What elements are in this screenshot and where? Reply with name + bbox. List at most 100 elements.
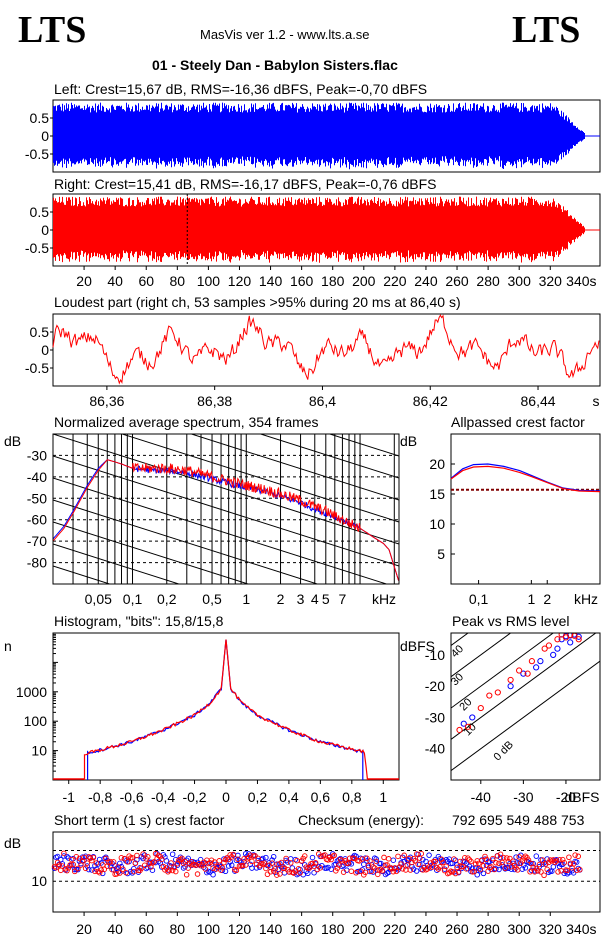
peak-rms-ytick-label: -30 (425, 709, 445, 725)
short-term-right-point (255, 855, 261, 862)
short-term-right-point (398, 861, 404, 867)
short-term-right-point (462, 855, 468, 861)
time-tick-label: 280 (476, 273, 500, 289)
short-term-right-point (536, 861, 543, 868)
allpassed-xtick-label: 0,1 (469, 591, 489, 607)
short-term-left-point (329, 851, 336, 857)
short-term-left-point (530, 860, 536, 867)
short-term-right-point (90, 854, 97, 861)
histogram-xtick-label: -0,2 (182, 789, 206, 805)
spectrum-ytick-label: -60 (27, 512, 47, 528)
short-term-xtick-label: 160 (290, 921, 314, 937)
short-term-right-point (336, 862, 342, 868)
spectrum-slope-line (53, 720, 399, 830)
time-tick-label: 140 (259, 273, 283, 289)
short-term-frame (52, 831, 601, 913)
peak-rms-left-point (533, 664, 540, 671)
short-term-right-point (468, 858, 474, 865)
short-term-left-point (533, 853, 540, 859)
short-term-right-point (101, 866, 108, 873)
peak-rms-title: Peak vs RMS level (452, 613, 570, 629)
peak-rms-crest-label: 0 dB (491, 739, 515, 763)
short-term-right-point (371, 865, 378, 871)
short-term-right-point (168, 860, 174, 866)
time-tick-label: 60 (138, 273, 154, 289)
short-term-right-point (577, 866, 583, 873)
spectrum-slope-line (53, 654, 399, 764)
spectrum-xtick-label: 2 (277, 591, 285, 607)
short-term-left-point (480, 870, 487, 877)
short-term-right-point (499, 859, 505, 866)
time-tick-label: 260 (445, 273, 469, 289)
short-term-right-point (553, 858, 560, 864)
spectrum-ytick-label: -30 (27, 447, 47, 463)
short-term-left-point (474, 872, 480, 878)
peak-rms-left-point (554, 645, 561, 652)
short-term-right-point (494, 853, 501, 859)
peak-rms-right-point (541, 645, 548, 652)
short-term-right-point (415, 861, 421, 868)
short-term-right-point (173, 868, 179, 875)
short-term-right-point (348, 868, 355, 874)
short-term-right-point (180, 860, 187, 867)
short-term-right-point (381, 854, 387, 861)
short-term-xunit: 340s (566, 921, 596, 937)
short-term-right-point (113, 871, 120, 877)
short-term-right-point (407, 867, 414, 873)
short-term-right-point (561, 859, 568, 866)
short-term-right-point (179, 855, 185, 862)
short-term-right-point (65, 865, 72, 871)
spectrum-slope-line (53, 565, 112, 584)
short-term-right-point (535, 867, 541, 874)
short-term-right-point (132, 860, 139, 867)
short-term-left-point (169, 851, 176, 857)
allpassed-ylabel: dB (400, 433, 417, 449)
short-term-right-point (169, 867, 176, 874)
short-term-right-point (301, 853, 308, 859)
short-term-right-point (297, 870, 303, 876)
peak-rms-xlabel: dBFS (564, 789, 599, 805)
short-term-ylabel: dB (4, 835, 21, 851)
spectrum-ytick-label: -80 (27, 555, 47, 571)
spectrum-slope-line (53, 434, 399, 545)
histogram-xtick-label: 1 (379, 789, 387, 805)
short-term-right-point (278, 859, 285, 866)
short-term-right-point (239, 862, 246, 869)
short-term-right-point (96, 869, 103, 876)
short-term-left-point (228, 862, 235, 868)
short-term-right-point (269, 860, 275, 866)
spectrum-ytick-label: -50 (27, 490, 47, 506)
time-tick-label: 40 (107, 273, 123, 289)
short-term-right-point (188, 859, 195, 865)
short-term-right-point (530, 864, 536, 870)
short-term-right-point (378, 866, 384, 872)
right-waveform-ytick-label: -0.5 (25, 240, 49, 256)
peak-rms-left-point (550, 651, 557, 658)
short-term-right-point (230, 851, 237, 858)
peak-rms-crest-line (451, 633, 597, 740)
spectrum-xtick-label: 0,5 (202, 591, 222, 607)
short-term-xtick-label: 300 (508, 921, 532, 937)
short-term-right-point (288, 860, 294, 866)
short-term-right-point (418, 850, 425, 857)
short-term-right-point (333, 868, 339, 874)
short-term-right-point (575, 853, 581, 860)
time-tick-label: 220 (383, 273, 407, 289)
short-term-right-point (317, 865, 324, 871)
right-waveform-ytick-label: 0.5 (30, 204, 50, 220)
short-term-right-point (89, 857, 95, 864)
short-term-left-point (364, 858, 370, 864)
short-term-left-point (85, 866, 92, 873)
short-term-right-point (340, 869, 347, 875)
loudest-ytick-label: -0.5 (25, 360, 49, 376)
peak-rms-left-point (537, 658, 544, 665)
time-tick-label: 180 (321, 273, 345, 289)
short-term-left-point (441, 866, 448, 872)
short-term-left-point (407, 854, 414, 861)
short-term-right-point (124, 859, 131, 865)
short-term-right-point (221, 859, 227, 866)
short-term-right-point (373, 858, 379, 865)
short-term-left-point (269, 857, 275, 863)
